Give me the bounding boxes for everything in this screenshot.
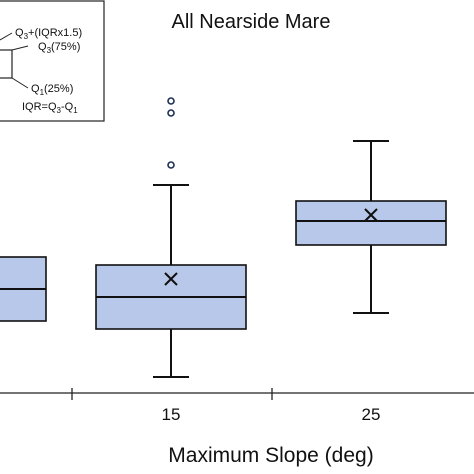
- legend-q3-whisker: Q3+(IQRx1.5): [15, 27, 82, 41]
- legend-pointer-q3: [11, 45, 29, 51]
- mean-marker-b-15: [164, 272, 178, 286]
- chart-title: All Nearside Mare: [172, 11, 331, 33]
- outlier-15-1: [167, 109, 175, 117]
- legend-pointer-q1: [11, 77, 29, 89]
- mean-marker-b-25: [364, 208, 378, 222]
- x-axis-label: Maximum Slope (deg): [168, 444, 373, 467]
- outlier-15-2: [167, 97, 175, 105]
- legend-q3: Q3(75%): [38, 41, 80, 55]
- legend-sample-box: [0, 49, 13, 79]
- x-axis-ticks: [71, 388, 273, 400]
- box-25: [295, 140, 447, 314]
- plot-area: [0, 97, 447, 378]
- legend-q1: Q1(25%): [31, 83, 73, 97]
- box-5: [0, 256, 47, 322]
- iqr-box-25: [295, 200, 447, 246]
- tick-label-15: 15: [162, 405, 181, 424]
- outlier-15-0: [167, 161, 175, 169]
- legend: Q3+(IQRx1.5) Q3(75%) Q1(25%) IQR=Q3-Q1: [0, 0, 105, 122]
- legend-pointer-whisker: [0, 32, 13, 41]
- legend-frame: [0, 0, 105, 122]
- legend-iqr: IQR=Q3-Q1: [22, 101, 78, 115]
- tick-label-25: 25: [362, 405, 381, 424]
- box-15: [95, 97, 247, 378]
